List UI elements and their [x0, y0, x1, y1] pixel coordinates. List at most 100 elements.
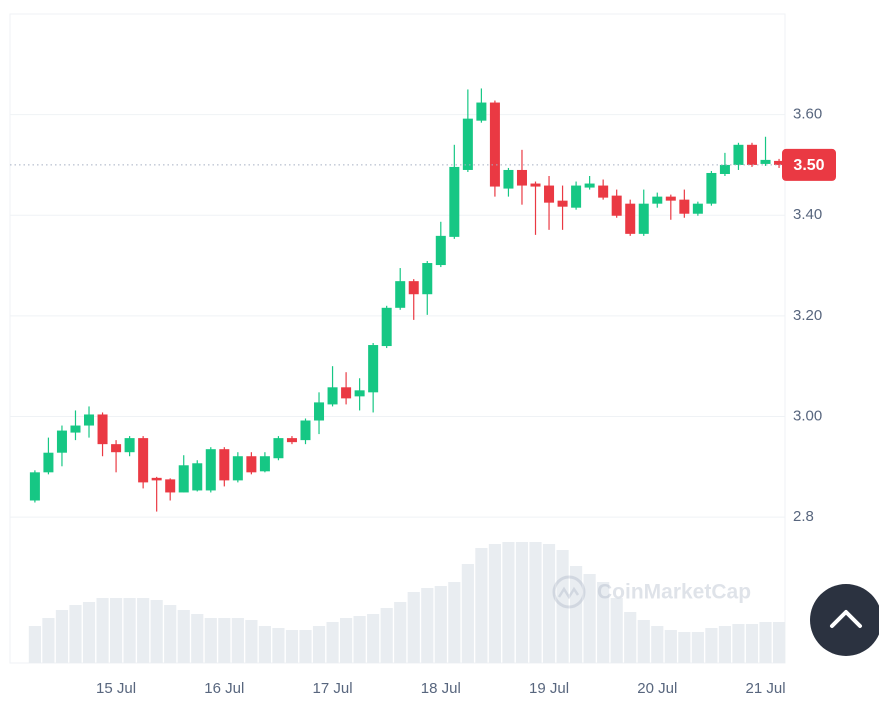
candle-body	[300, 420, 311, 441]
volume-bar	[82, 602, 96, 663]
candle-body	[449, 166, 460, 237]
candle-body	[192, 463, 203, 491]
candle-body	[733, 144, 744, 165]
candle-body	[692, 203, 703, 214]
candle-body	[516, 169, 527, 186]
candle-body	[354, 390, 365, 397]
y-tick-label: 3.60	[793, 106, 822, 123]
volume-bar	[353, 616, 366, 663]
candle-body	[598, 185, 609, 198]
watermark-logo-mark	[557, 586, 580, 600]
candle-body	[56, 430, 67, 453]
candle-body	[435, 235, 446, 266]
x-tick-label: 18 Jul	[421, 680, 461, 697]
volume-bar	[285, 630, 299, 663]
candle-body	[746, 144, 757, 165]
last-price-label: 3.50	[793, 157, 824, 174]
volume-bar	[718, 626, 732, 663]
candle-body	[178, 465, 189, 493]
y-tick-label: 2.8	[793, 508, 814, 525]
candle-body	[706, 172, 717, 204]
volume-bar	[570, 566, 583, 663]
candle-body	[530, 183, 541, 187]
volume-bar	[502, 542, 515, 663]
y-tick-label: 3.40	[793, 206, 822, 223]
x-tick-label: 17 Jul	[313, 680, 353, 697]
candle-body	[259, 456, 270, 472]
volume-bar	[421, 588, 434, 663]
volume-bar	[745, 624, 759, 663]
candle-body	[165, 479, 176, 493]
volume-bar	[488, 544, 502, 663]
volume-bar	[312, 626, 326, 663]
volume-bar	[177, 610, 190, 663]
candle-body	[638, 203, 649, 234]
candle-body	[719, 164, 730, 174]
x-tick-label: 21 Jul	[746, 680, 786, 697]
volume-bar	[96, 598, 109, 663]
candle-body	[571, 185, 582, 208]
candle-body	[760, 159, 771, 164]
volume-bar	[705, 628, 718, 663]
watermark-logo	[552, 575, 586, 609]
volume-bar	[245, 620, 258, 663]
candle-body	[97, 414, 108, 445]
volume-bar	[339, 618, 353, 663]
candle-body	[395, 281, 406, 308]
volume-bar	[137, 598, 150, 663]
volume-bar	[529, 542, 542, 663]
x-tick-label: 15 Jul	[96, 680, 136, 697]
plot-frame	[9, 13, 786, 664]
candle-body	[652, 196, 663, 204]
scroll-top-button[interactable]	[810, 584, 879, 656]
volume-bar	[664, 630, 677, 663]
volume-bar	[42, 618, 55, 663]
candle-body	[314, 402, 325, 421]
candle-body	[611, 195, 622, 216]
candle-body	[219, 449, 230, 481]
volume-bar	[28, 626, 41, 663]
candle-body	[43, 452, 54, 473]
y-tick-label: 3.00	[793, 407, 822, 424]
watermark: CoinMarketCap	[552, 575, 751, 609]
volume-bar	[191, 614, 204, 663]
volume-bar	[678, 632, 691, 663]
last-price-badge	[782, 148, 836, 181]
volume-bar	[515, 542, 529, 663]
y-tick-label: 3.20	[793, 307, 822, 324]
candle-body	[111, 444, 122, 453]
candle-body	[422, 263, 433, 295]
candle-body	[584, 183, 595, 188]
volume-bar	[624, 612, 637, 663]
watermark-text: CoinMarketCap	[597, 581, 751, 604]
candle-body	[84, 414, 95, 426]
volume-bar	[150, 600, 163, 663]
volume-bar	[380, 608, 393, 663]
candle-body	[368, 345, 379, 393]
candle-body	[557, 200, 568, 207]
candle-body	[286, 438, 297, 443]
volume-bar	[583, 574, 596, 663]
volume-bar	[610, 598, 623, 663]
scroll-top-icon	[830, 610, 862, 628]
volume-bar	[394, 602, 407, 663]
volume-bar	[326, 622, 339, 663]
volume-bar	[231, 618, 244, 663]
candle-body	[679, 199, 690, 214]
candle-body	[327, 387, 338, 405]
volume-bar	[597, 582, 610, 663]
volume-bar	[556, 550, 569, 663]
candle-body	[205, 449, 216, 491]
volume-bar	[109, 598, 123, 663]
volume-bar	[434, 586, 447, 663]
x-tick-label: 19 Jul	[529, 680, 569, 697]
candle-body	[544, 185, 555, 203]
volume-layer	[28, 542, 786, 663]
candle-body	[70, 425, 81, 433]
candle-body	[774, 160, 785, 165]
candle-body	[665, 196, 676, 201]
candle-body	[341, 387, 352, 399]
candle-body	[625, 203, 636, 234]
